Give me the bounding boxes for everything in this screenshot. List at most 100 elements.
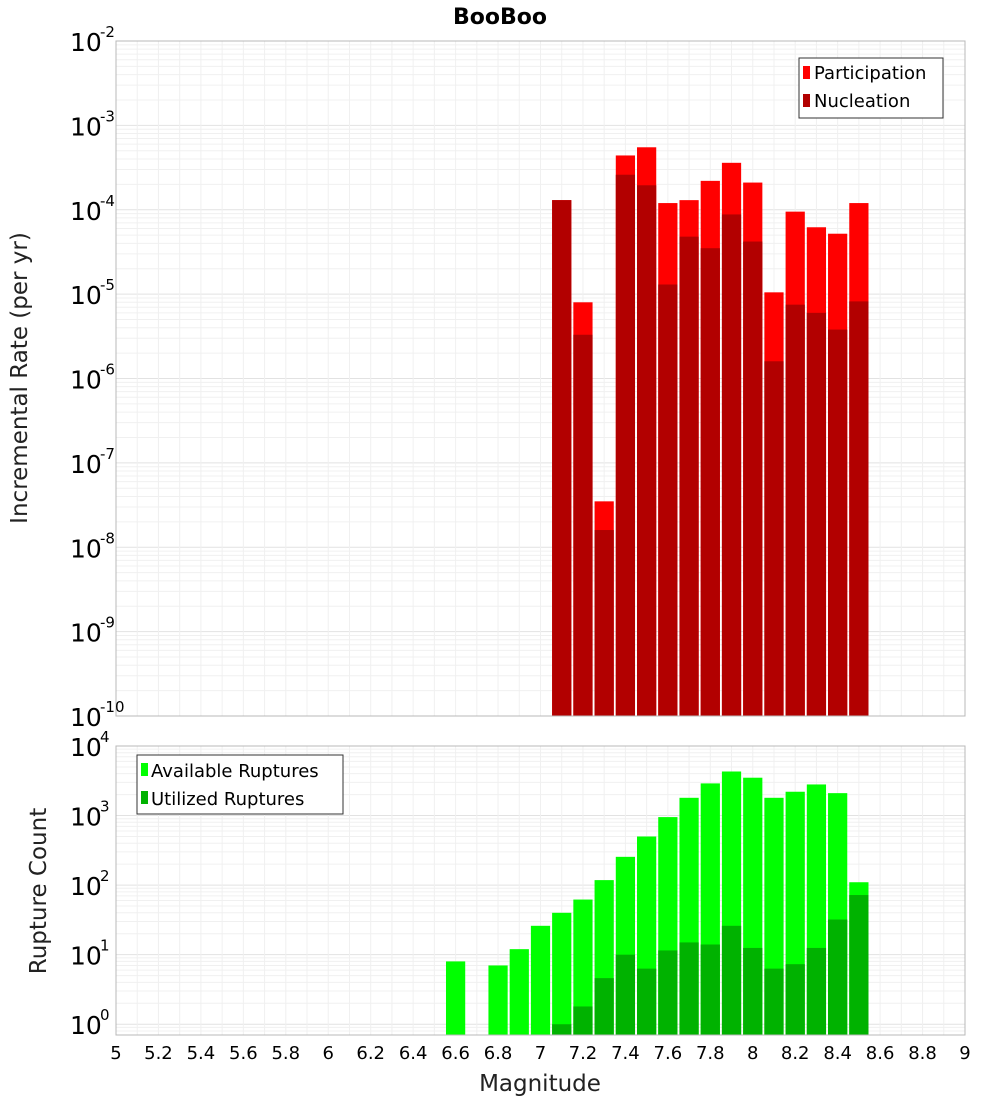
- bottom-y-tick-label: 101: [70, 937, 110, 971]
- nucleation-bar: [785, 304, 805, 716]
- top-y-tick-base: 10: [70, 619, 102, 648]
- top-y-tick-exponent: -4: [100, 192, 115, 210]
- bottom-y-tick-base: 10: [70, 1011, 102, 1040]
- available-ruptures-bar: [445, 961, 466, 1035]
- nucleation-bar: [764, 361, 784, 716]
- bottom-y-tick-label: 100: [70, 1006, 110, 1040]
- x-tick-label: 7.6: [654, 1043, 683, 1064]
- top-y-tick-base: 10: [70, 281, 102, 310]
- nucleation-bar: [849, 301, 869, 716]
- bottom-y-tick-exponent: 3: [100, 798, 110, 816]
- x-tick-label: 7: [535, 1043, 546, 1064]
- top-y-tick-base: 10: [70, 197, 102, 226]
- chart-title: BooBoo: [453, 5, 547, 30]
- x-tick-label: 5.4: [187, 1043, 216, 1064]
- utilized-ruptures-bar: [552, 1024, 572, 1035]
- legend-label-participation: Participation: [814, 63, 926, 84]
- x-tick-label: 6.6: [441, 1043, 470, 1064]
- x-tick-label: 8.2: [781, 1043, 810, 1064]
- top-y-tick-exponent: -3: [100, 107, 115, 125]
- nucleation-bar: [806, 312, 827, 716]
- bottom-y-tick-base: 10: [70, 803, 102, 832]
- top-y-tick-label: 10-8: [70, 529, 115, 563]
- utilized-ruptures-bar: [700, 944, 720, 1035]
- utilized-ruptures-bar: [679, 942, 699, 1035]
- top-legend-box: [798, 57, 944, 119]
- utilized-ruptures-bar: [764, 968, 784, 1035]
- top-y-tick-label: 10-7: [70, 445, 115, 479]
- available-ruptures-bar: [573, 899, 593, 1035]
- x-tick-label: 9: [959, 1043, 970, 1064]
- top-plot-border: [115, 40, 966, 717]
- x-tick-label: 6.8: [484, 1043, 513, 1064]
- top-y-tick-exponent: -8: [100, 529, 115, 547]
- bottom-y-tick-exponent: 4: [100, 728, 110, 746]
- nucleation-bar: [552, 200, 572, 716]
- utilized-ruptures-bar: [637, 968, 657, 1035]
- x-tick-label: 5.8: [271, 1043, 300, 1064]
- available-ruptures-bar: [509, 949, 529, 1035]
- top-y-tick-label: 10-5: [70, 276, 115, 310]
- bottom-y-tick-exponent: 2: [100, 867, 110, 885]
- top-y-tick-base: 10: [70, 28, 102, 57]
- utilized-ruptures-bar: [785, 964, 805, 1035]
- nucleation-bar: [658, 284, 678, 716]
- x-tick-label: 5.6: [229, 1043, 258, 1064]
- nucleation-bar: [828, 329, 848, 716]
- nucleation-bar: [615, 174, 636, 716]
- utilized-ruptures-bar: [849, 895, 869, 1035]
- nucleation-bar: [637, 185, 657, 717]
- top-y-tick-label: 10-4: [70, 192, 115, 226]
- bottom-y-tick-base: 10: [70, 942, 102, 971]
- x-tick-label: 8.6: [866, 1043, 895, 1064]
- bottom-y-tick-exponent: 1: [100, 937, 110, 955]
- top-y-tick-exponent: -7: [100, 445, 115, 463]
- x-tick-label: 6: [323, 1043, 334, 1064]
- bottom-y-axis-label: Rupture Count: [26, 808, 52, 974]
- top-y-tick-base: 10: [70, 366, 102, 395]
- x-tick-label: 5: [110, 1043, 121, 1064]
- x-tick-label: 5.2: [144, 1043, 173, 1064]
- top-y-tick-label: 10-6: [70, 361, 115, 395]
- top-y-tick-base: 10: [70, 450, 102, 479]
- top-y-tick-exponent: -5: [100, 276, 115, 294]
- nucleation-bar: [594, 530, 614, 716]
- top-y-tick-base: 10: [70, 534, 102, 563]
- legend-swatch-available-ruptures: [141, 763, 148, 776]
- x-tick-label: 6.2: [356, 1043, 385, 1064]
- available-ruptures-bar: [552, 912, 572, 1035]
- top-y-tick-label: 10-2: [70, 23, 115, 57]
- legend-swatch-utilized-ruptures: [141, 791, 148, 804]
- bottom-y-tick-label: 103: [70, 798, 110, 832]
- x-tick-labels: 5 5.2 5.4 5.6 5.8 6 6.2 6.4 6.6 6.8 7 7.2 7.4 7.6 7.8 8…: [110, 1043, 970, 1064]
- bottom-y-tick-exponent: 0: [100, 1006, 110, 1024]
- bottom-legend: Available Ruptures Utilized Ruptures: [136, 754, 344, 815]
- utilized-ruptures-bar: [743, 947, 763, 1035]
- nucleation-bar: [679, 236, 699, 716]
- top-y-tick-label: 10-9: [70, 614, 115, 648]
- x-tick-label: 7.8: [696, 1043, 725, 1064]
- legend-label-nucleation: Nucleation: [814, 91, 910, 112]
- legend-swatch-participation: [803, 66, 810, 79]
- x-tick-label: 7.4: [611, 1043, 640, 1064]
- bottom-legend-box: [136, 754, 344, 815]
- top-y-tick-label: 10-10: [70, 698, 125, 732]
- x-tick-label: 6.4: [399, 1043, 428, 1064]
- x-tick-label: 7.2: [569, 1043, 598, 1064]
- nucleation-bar: [743, 241, 763, 717]
- bottom-plot-border: [115, 745, 966, 1036]
- utilized-ruptures-bar: [721, 925, 742, 1035]
- utilized-ruptures-bar: [594, 978, 614, 1035]
- legend-swatch-nucleation: [803, 94, 810, 107]
- bottom-y-tick-base: 10: [70, 872, 102, 901]
- x-tick-label: 8: [747, 1043, 758, 1064]
- utilized-ruptures-bar: [806, 947, 827, 1035]
- x-tick-label: 8.8: [908, 1043, 937, 1064]
- utilized-ruptures-bar: [573, 1006, 593, 1035]
- available-ruptures-bar: [488, 965, 508, 1035]
